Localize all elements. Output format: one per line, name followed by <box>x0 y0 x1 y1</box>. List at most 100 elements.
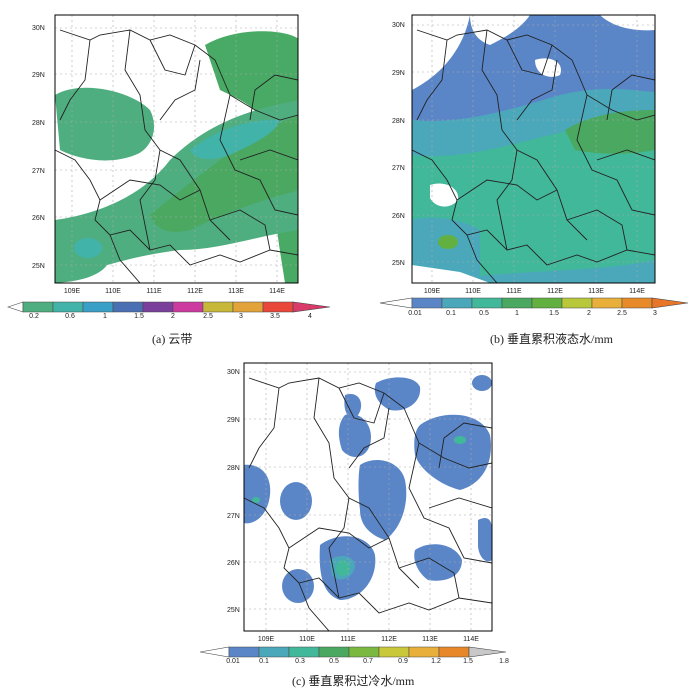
colorbar-swatch <box>258 646 290 658</box>
colorbar-label: 0.5 <box>479 310 489 317</box>
colorbar-swatch <box>82 301 114 313</box>
map-b: 30N 29N 28N 27N 26N 25N 109E 110E 111E 1… <box>379 14 689 309</box>
lat-label: 29N <box>392 70 405 77</box>
colorbar-label: 1 <box>103 313 107 320</box>
colorbar-label: 1.5 <box>463 658 473 665</box>
colorbar-label: 2 <box>587 310 591 317</box>
lon-label: 113E <box>228 288 244 295</box>
lat-label: 30N <box>32 25 45 32</box>
colorbar-label: 1.8 <box>499 658 509 665</box>
colorbar-swatch <box>22 301 54 313</box>
colorbar-label: 0.5 <box>329 658 339 665</box>
gridlines-b <box>412 15 655 283</box>
colorbar-label: 1.5 <box>549 310 559 317</box>
colorbar-label: 3 <box>653 310 657 317</box>
colorbar-swatch <box>348 646 380 658</box>
map-border-a <box>54 14 299 284</box>
lon-label: 112E <box>187 288 203 295</box>
colorbar-swatch <box>172 301 204 313</box>
colorbar-label: 0.1 <box>259 658 269 665</box>
colorbar-swatch <box>112 301 144 313</box>
lat-label: 28N <box>392 118 405 125</box>
colorbar-swatch <box>378 646 410 658</box>
colorbar-label: 0.7 <box>363 658 373 665</box>
panel-caption: (c) 垂直累积过冷水/mm <box>292 674 415 688</box>
lat-label: 28N <box>32 120 45 127</box>
boundaries-c <box>244 377 492 631</box>
supercooled-water-field-c <box>244 375 492 603</box>
lat-label: 30N <box>392 22 405 29</box>
colorbar-labels-b: 0.01 0.1 0.5 1 1.5 2 2.5 3 <box>370 310 700 322</box>
colorbar-c <box>199 646 507 658</box>
map-border-c <box>243 362 493 632</box>
colorbar-label: 1.2 <box>431 658 441 665</box>
colorbar-labels-c: 0.01 0.1 0.3 0.5 0.7 0.9 1.2 1.5 1.8 <box>200 658 510 670</box>
colorbar-label: 1.5 <box>134 313 144 320</box>
lon-label: 112E <box>547 288 563 295</box>
colorbar-swatch <box>288 646 320 658</box>
lat-axis-a: 30N 29N 28N 27N 26N 25N <box>32 25 45 270</box>
colorbar-label: 0.01 <box>408 310 422 317</box>
lon-label: 109E <box>424 288 441 295</box>
lat-label: 25N <box>392 260 405 267</box>
colorbar-swatch <box>202 301 234 313</box>
colorbar-label: 1 <box>515 310 519 317</box>
panel-c-supercooled-water: 30N 29N 28N 27N 26N 25N 109E 110E 111E 1… <box>199 355 510 688</box>
lat-label: 26N <box>32 215 45 222</box>
lon-axis-a: 109E 110E 111E 112E 113E 114E <box>64 288 285 295</box>
panel-b-liquid-water: 30N 29N 28N 27N 26N 25N 109E 110E 111E 1… <box>370 0 700 346</box>
lon-axis-b: 109E 110E 111E 112E 113E 114E <box>424 288 645 295</box>
lat-label: 25N <box>32 263 45 270</box>
colorbar-swatch <box>232 301 264 313</box>
boundaries-b <box>412 29 655 283</box>
colorbar-swatch <box>262 301 294 313</box>
colorbar-label: 0.6 <box>65 313 75 320</box>
lon-axis-c: 109E 110E 111E 112E 113E 114E <box>258 636 479 643</box>
lon-label: 111E <box>340 636 356 643</box>
lon-label: 112E <box>381 636 397 643</box>
lat-label: 29N <box>227 417 240 424</box>
lat-label: 29N <box>32 72 45 79</box>
colorbar-label: 3.5 <box>270 313 280 320</box>
map-a: 30N 29N 28N 27N 26N 25N 109E 110E 111E 1… <box>7 14 331 313</box>
lat-label: 27N <box>392 165 405 172</box>
map-border-b <box>411 14 656 284</box>
colorbar-label: 2 <box>171 313 175 320</box>
colorbar-swatch <box>438 646 470 658</box>
colorbar-swatch <box>142 301 174 313</box>
lat-axis-c: 30N 29N 28N 27N 26N 25N <box>227 369 240 614</box>
lat-axis-b: 30N 29N 28N 27N 26N 25N <box>392 22 405 267</box>
lat-label: 25N <box>227 607 240 614</box>
colorbar-swatch <box>408 646 440 658</box>
colorbar-label: 0.2 <box>29 313 39 320</box>
colorbar-high-arrow <box>651 297 689 309</box>
lat-label: 30N <box>227 369 240 376</box>
colorbar-label: 0.1 <box>446 310 456 317</box>
colorbar-swatch <box>591 297 623 309</box>
colorbar-label: 2.5 <box>203 313 213 320</box>
lon-label: 114E <box>463 636 479 643</box>
boundaries-a <box>55 29 298 283</box>
lat-label: 26N <box>392 213 405 220</box>
colorbar-swatch <box>318 646 350 658</box>
colorbar-low-arrow <box>7 301 24 313</box>
lon-label: 109E <box>64 288 81 295</box>
colorbar-label: 2.5 <box>617 310 627 317</box>
panel-caption: (a) 云带 <box>152 332 193 346</box>
map-c: 30N 29N 28N 27N 26N 25N 109E 110E 111E 1… <box>199 362 507 658</box>
lat-label: 28N <box>227 465 240 472</box>
lat-label: 27N <box>32 168 45 175</box>
lon-label: 110E <box>299 636 315 643</box>
panel-a-cloud-band: 30N 29N 28N 27N 26N 25N 109E 110E 111E 1… <box>0 0 350 346</box>
colorbar-label: 0.01 <box>226 658 240 665</box>
colorbar-b <box>379 297 689 309</box>
colorbar-labels-a: 0.2 0.6 1 1.5 2 2.5 3 3.5 4 <box>0 313 350 325</box>
colorbar-high-arrow <box>468 646 507 658</box>
colorbar-swatch <box>531 297 563 309</box>
colorbar-swatch <box>501 297 533 309</box>
colorbar-swatch <box>471 297 503 309</box>
colorbar-swatch <box>441 297 473 309</box>
colorbar-low-arrow <box>199 646 230 658</box>
colorbar-label: 4 <box>308 313 312 320</box>
colorbar-low-arrow <box>379 297 413 309</box>
